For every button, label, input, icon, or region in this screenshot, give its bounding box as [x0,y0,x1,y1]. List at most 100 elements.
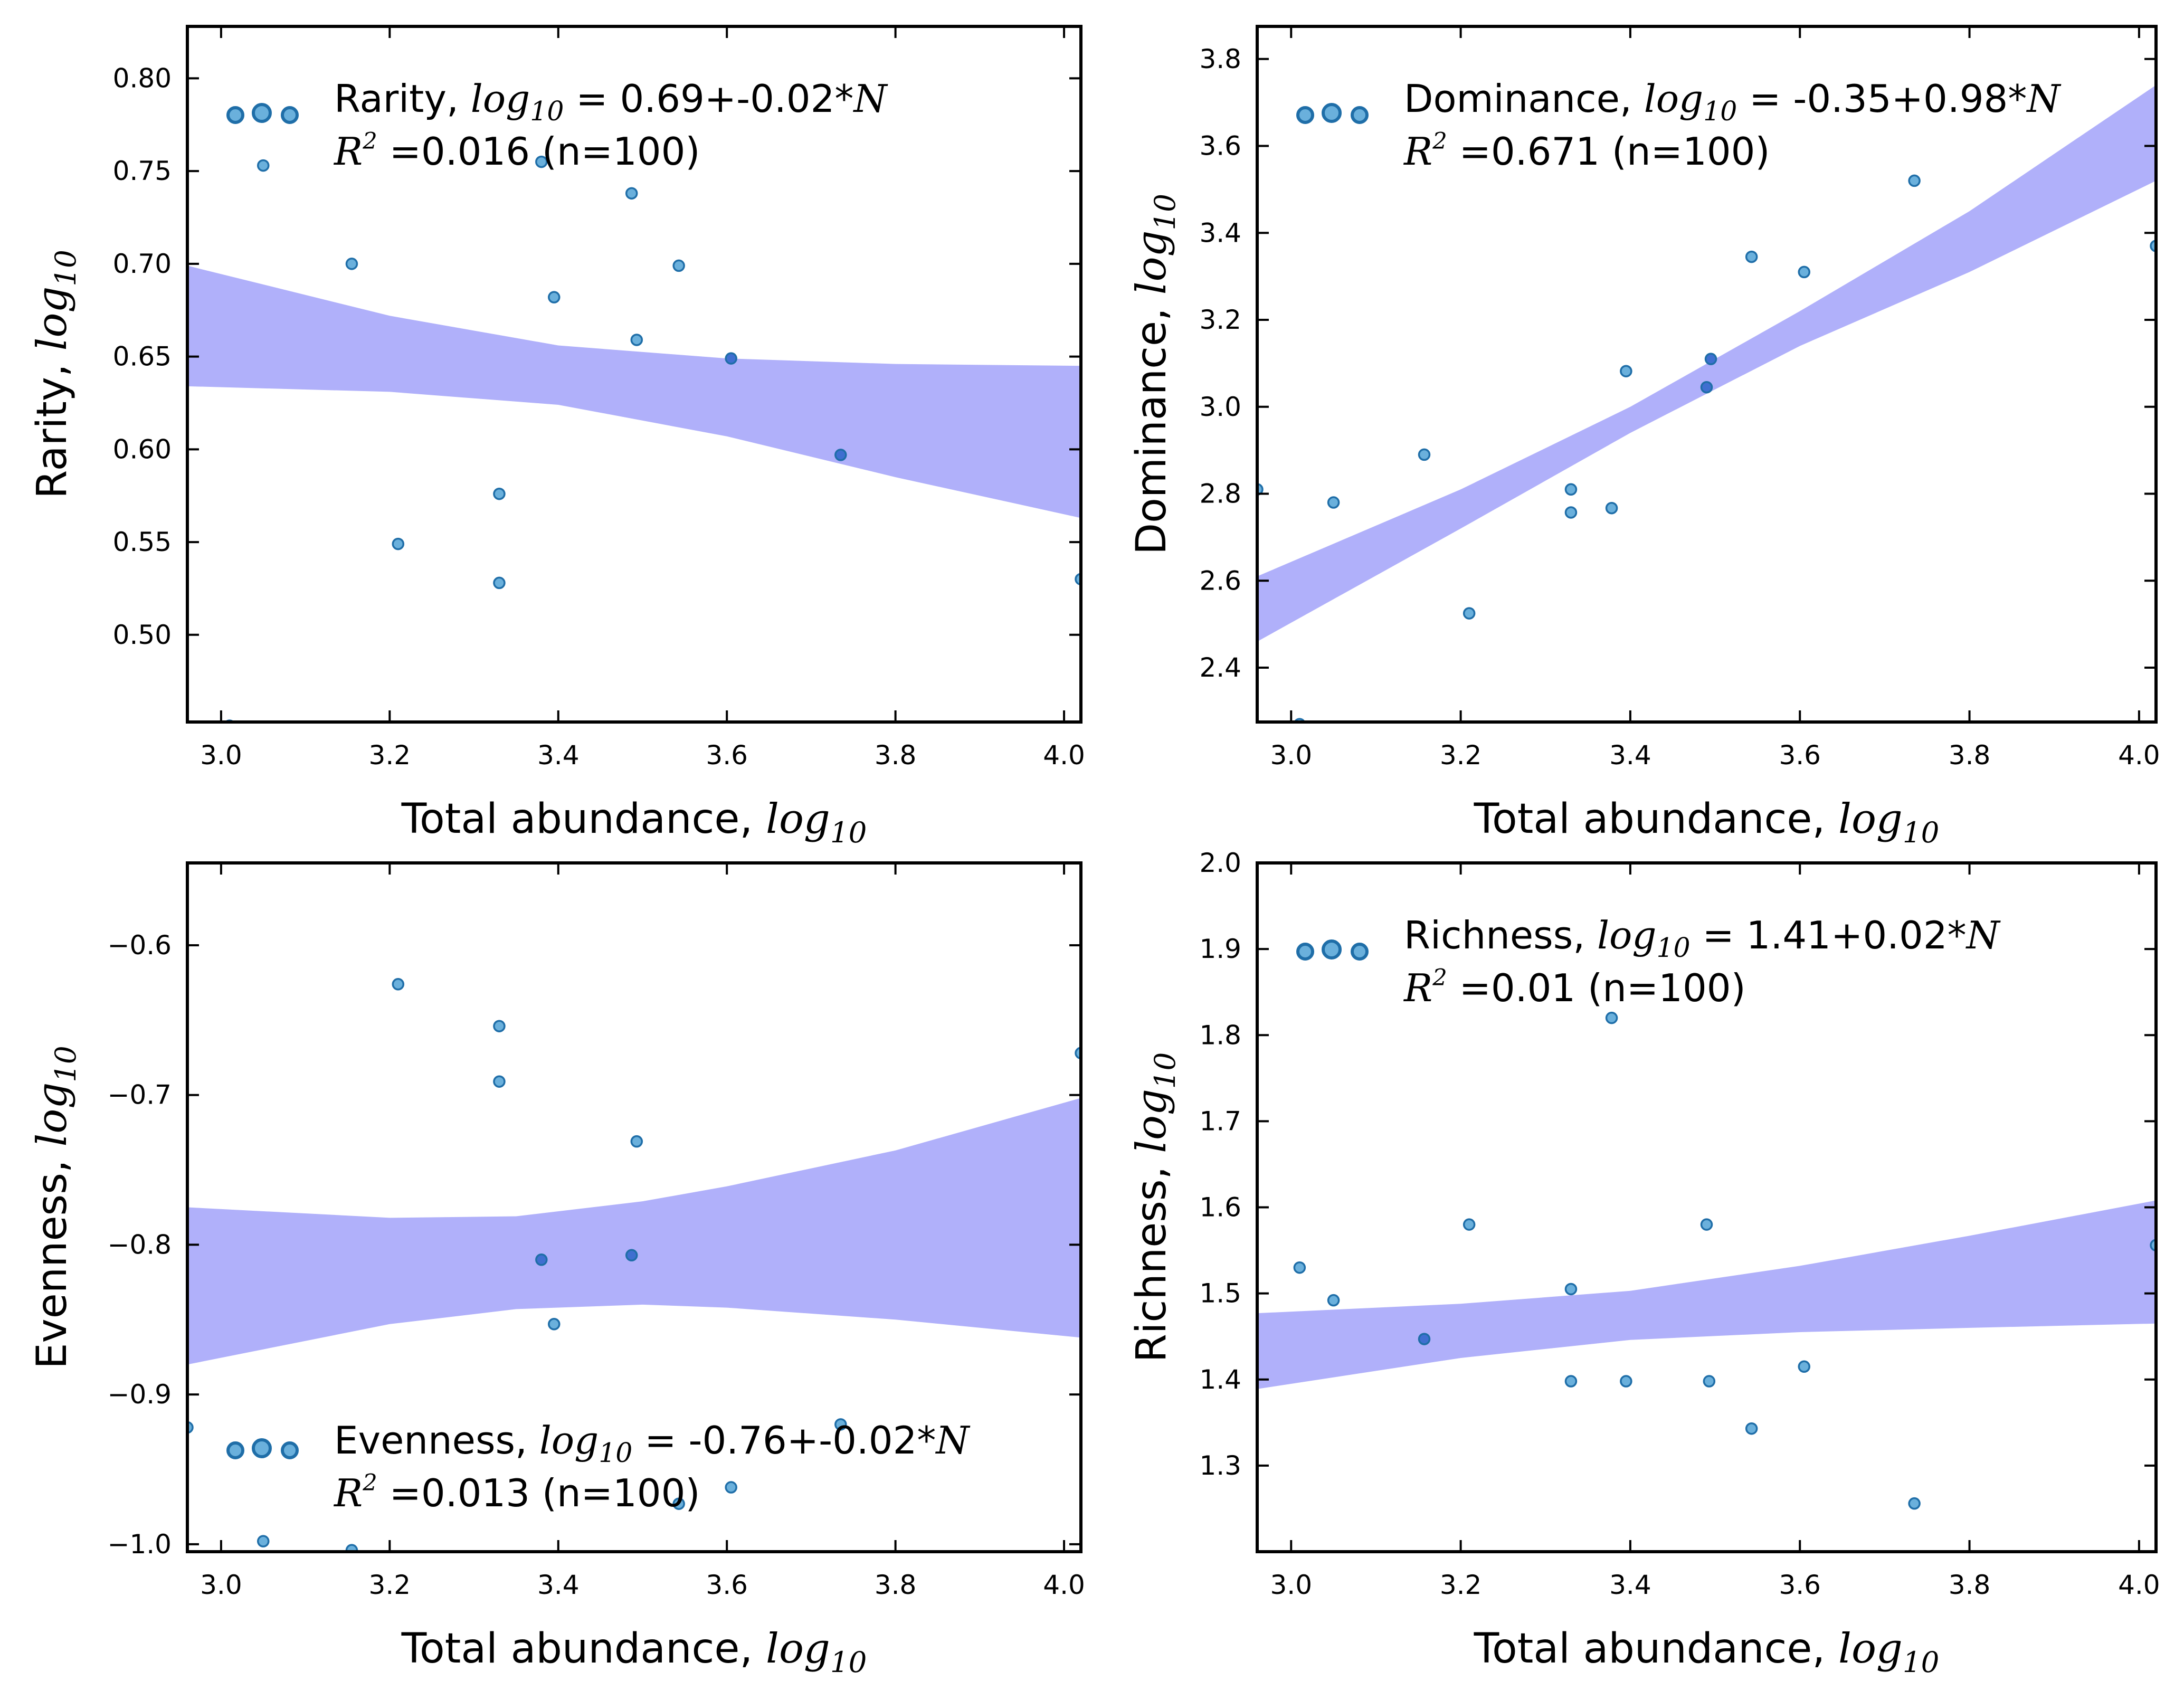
panel-top-left: Rarity, log10 = 0.69+-0.02*NR2 =0.016 (n… [29,25,1085,849]
data-point [630,1135,643,1148]
legend-r-squared: R2 =0.016 (n=100) [333,128,700,174]
x-tick-label: 3.8 [1949,740,1991,771]
legend-marker [281,1441,299,1459]
x-tick-label: 3.0 [1270,1570,1312,1600]
x-tick-label: 4.0 [2118,740,2160,771]
y-tick-label: 0.50 [113,620,172,650]
axes-frame [186,861,1082,1553]
y-tick-label: 1.9 [1199,934,1241,964]
legend: Evenness, log10 = -0.76+-0.02*NR2 =0.013… [226,1418,971,1515]
data-point [392,537,405,550]
panel-bottom-right: Richness, log10 = 1.41+0.02*NR2 =0.01 (n… [1128,848,2160,1679]
y-tick-label: 1.5 [1199,1278,1241,1309]
legend-equation: Dominance, log10 = -0.35+0.98*N [1404,77,2062,127]
y-tick-label: 3.6 [1199,131,1241,162]
data-point [257,159,270,172]
y-tick-label: 0.60 [113,434,172,464]
confidence-band [1257,1200,2156,1389]
y-tick-label: 3.0 [1199,392,1241,422]
y-tick-label: 0.75 [113,156,172,186]
data-point [1463,607,1476,620]
y-tick-label: 1.6 [1199,1192,1241,1223]
x-tick-label: 4.0 [1043,740,1085,771]
data-point [1798,265,1811,279]
y-axis-label: Evenness, log10 [29,1046,82,1369]
x-tick-label: 3.6 [1779,1570,1821,1600]
x-tick-label: 3.4 [1609,740,1651,771]
y-tick-label: 1.3 [1199,1450,1241,1481]
x-tick-label: 3.4 [1609,1570,1651,1600]
legend-marker [1351,106,1369,124]
y-tick-label: 2.6 [1199,565,1241,596]
x-axis-label: Total abundance, log10 [1474,1625,1940,1679]
data-point [345,258,358,270]
data-point [625,187,638,200]
y-tick-label: −0.9 [108,1379,172,1410]
panel-top-right: Dominance, log10 = -0.35+0.98*NR2 =0.671… [1128,25,2160,849]
x-tick-label: 3.8 [1949,1570,1991,1600]
legend-equation: Rarity, log10 = 0.69+-0.02*N [334,77,888,127]
legend: Dominance, log10 = -0.35+0.98*NR2 =0.671… [1296,77,2062,174]
x-tick-label: 3.6 [1779,740,1821,771]
x-axis-label: Total abundance, log10 [401,795,867,849]
axes-frame [186,25,1082,724]
legend-marker [252,1438,272,1458]
data-point [1605,501,1618,515]
y-tick-label: −0.6 [108,930,172,961]
data-point [1620,1375,1632,1388]
legend: Rarity, log10 = 0.69+-0.02*NR2 =0.016 (n… [226,77,888,174]
x-tick-label: 3.8 [875,1570,917,1600]
x-tick-label: 4.0 [2118,1570,2160,1600]
x-tick-label: 3.6 [706,740,748,771]
y-tick-label: 0.70 [113,249,172,279]
legend-marker [1351,943,1369,961]
x-axis-label: Total abundance, log10 [401,1625,867,1679]
data-point [1745,1422,1758,1435]
data-point [535,1253,548,1266]
x-tick-label: 3.0 [200,1570,242,1600]
data-point [725,352,737,365]
data-point [630,334,643,346]
x-tick-label: 3.2 [369,740,411,771]
data-point [1418,448,1431,461]
data-point [1293,1261,1306,1274]
panel-bottom-left: Evenness, log10 = -0.76+-0.02*NR2 =0.013… [29,861,1085,1679]
y-axis-label: Richness, log10 [1128,1052,1182,1363]
data-point [1327,1294,1340,1307]
y-tick-label: 1.8 [1199,1020,1241,1050]
y-axis-label: Rarity, log10 [29,250,82,499]
x-axis-label: Total abundance, log10 [1474,795,1940,849]
x-tick-label: 4.0 [1043,1570,1085,1600]
data-point [493,1020,506,1032]
data-point [1620,365,1632,377]
x-tick-label: 3.2 [369,1570,411,1600]
y-tick-label: 2.0 [1199,848,1241,878]
x-tick-label: 3.2 [1440,1570,1482,1600]
y-tick-label: 0.65 [113,341,172,372]
legend-marker [1296,106,1314,124]
y-tick-label: 1.7 [1199,1106,1241,1136]
data-point [1564,483,1578,496]
legend-marker [226,1441,244,1459]
data-point [672,259,685,272]
data-point [535,155,548,168]
legend-marker [281,106,299,124]
y-tick-label: −0.7 [108,1080,172,1110]
legend-marker [252,103,272,123]
y-tick-label: −1.0 [108,1529,172,1560]
legend-r-squared: R2 =0.671 (n=100) [1403,128,1770,174]
y-tick-label: −0.8 [108,1229,172,1260]
legend-r-squared: R2 =0.01 (n=100) [1403,965,1746,1010]
plot-area [1257,85,2156,722]
data-point [1908,174,1921,187]
y-tick-label: 2.8 [1199,479,1241,509]
data-point [1703,1375,1716,1388]
data-point [1908,1497,1921,1510]
axes-frame [1256,25,2158,724]
data-point [493,576,506,590]
legend-marker [1296,943,1314,961]
data-point [1704,353,1717,365]
x-tick-label: 3.8 [875,740,917,771]
confidence-band [1257,85,2156,642]
